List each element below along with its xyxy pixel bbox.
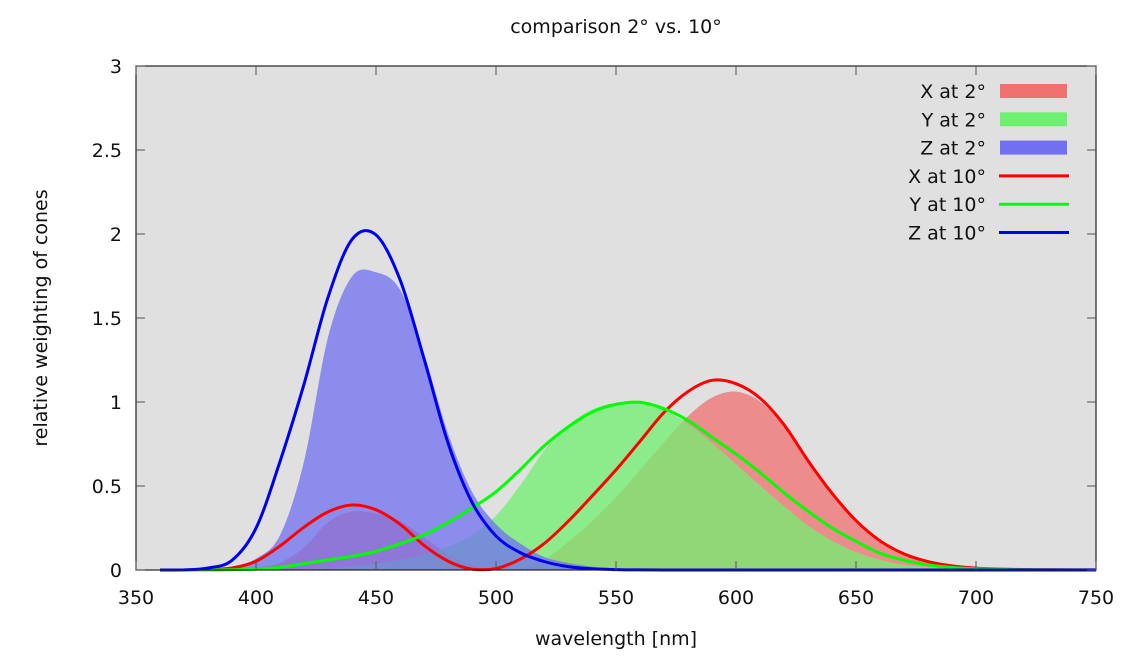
x-tick-label: 550 — [598, 587, 634, 609]
area-z-at-2deg — [160, 269, 1096, 570]
x-tick-label: 700 — [958, 587, 994, 609]
y-tick-label: 3 — [110, 56, 122, 78]
line-y-at-10deg — [160, 400, 1097, 572]
legend-label: Y at 10° — [909, 194, 986, 216]
legend-swatch — [1000, 112, 1067, 127]
x-tick-label: 750 — [1078, 587, 1114, 609]
legend-label: X at 2° — [920, 81, 986, 103]
line-x-at-10deg — [160, 378, 1096, 572]
x-tick-label: 500 — [478, 587, 514, 609]
x-tick-label: 350 — [118, 587, 154, 609]
y-tick-label: 2 — [110, 224, 122, 246]
x-axis: 350 400 450 500 550 600 650 700 750 — [118, 66, 1114, 609]
legend-label: Z at 10° — [908, 223, 986, 245]
legend-item-y-at-10deg: Y at 10° — [909, 194, 1069, 216]
x-tick-label: 400 — [238, 587, 274, 609]
x-axis-title: wavelength [nm] — [535, 628, 697, 650]
x-tick-label: 450 — [358, 587, 394, 609]
y-tick-label: 0 — [110, 560, 122, 582]
y-tick-label: 1.5 — [92, 308, 122, 330]
filled-series-group — [160, 269, 1096, 570]
y-axis: 0 0.5 1 1.5 2 2.5 3 — [92, 56, 1096, 582]
legend-item-z-at-2deg: Z at 2° — [920, 138, 1067, 160]
legend-item-z-at-10deg: Z at 10° — [908, 223, 1069, 245]
legend-label: Z at 2° — [920, 138, 986, 160]
area-y-at-2deg — [160, 401, 1096, 570]
legend-item-x-at-10deg: X at 10° — [908, 166, 1069, 188]
legend-swatch — [1000, 84, 1067, 98]
chart-title: comparison 2° vs. 10° — [510, 16, 722, 38]
x-tick-label: 650 — [838, 587, 874, 609]
y-tick-label: 1 — [110, 392, 122, 414]
legend-item-x-at-2deg: X at 2° — [920, 81, 1067, 103]
y-tick-label: 2.5 — [92, 140, 122, 162]
legend-item-y-at-2deg: Y at 2° — [921, 109, 1067, 131]
y-axis-title: relative weighting of cones — [30, 189, 52, 446]
legend-swatch — [1000, 140, 1067, 155]
legend: X at 2° Y at 2° Z at 2° X at 10° Y at 10° Z a… — [908, 81, 1069, 245]
legend-label: Y at 2° — [921, 109, 986, 131]
x-tick-label: 600 — [718, 587, 754, 609]
legend-label: X at 10° — [908, 166, 986, 188]
y-tick-label: 0.5 — [92, 476, 122, 498]
